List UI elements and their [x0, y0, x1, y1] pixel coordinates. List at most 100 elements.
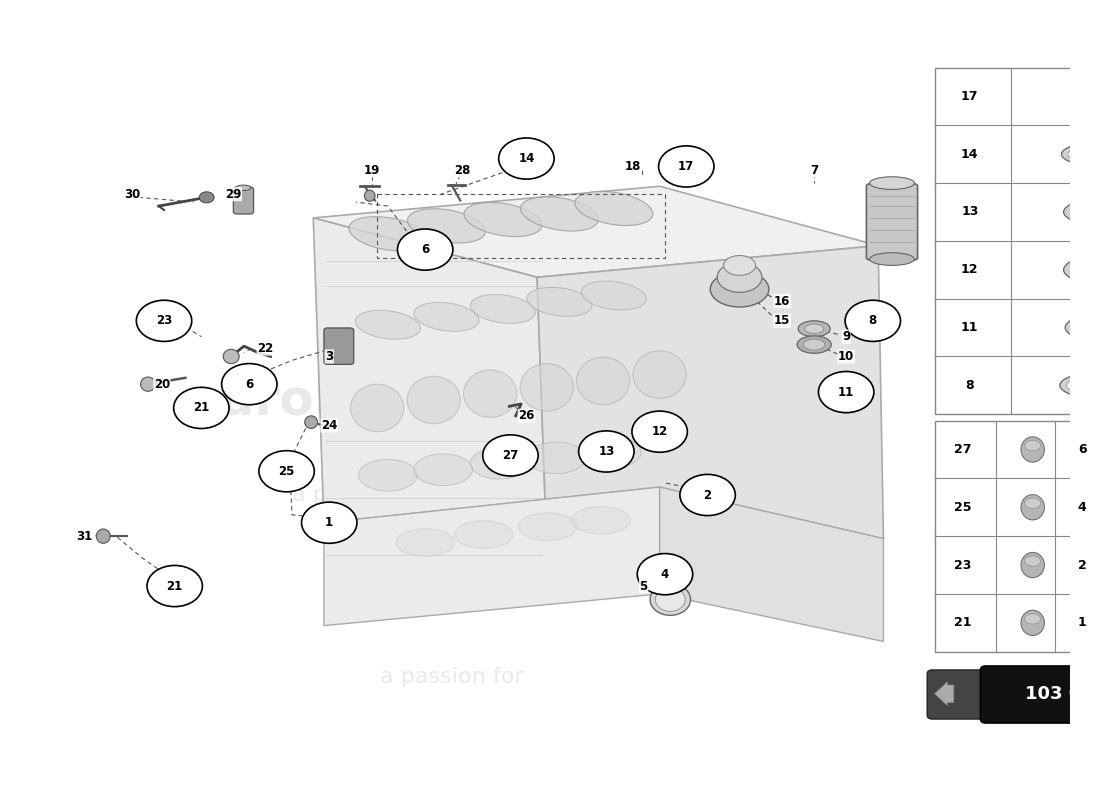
Circle shape	[174, 387, 229, 429]
Text: 12: 12	[961, 263, 979, 276]
Polygon shape	[314, 186, 878, 278]
Ellipse shape	[632, 351, 686, 398]
Ellipse shape	[518, 513, 578, 541]
Text: euroParts: euroParts	[186, 376, 462, 424]
Ellipse shape	[364, 190, 375, 202]
Ellipse shape	[454, 521, 513, 549]
Text: 4: 4	[661, 568, 669, 581]
Text: 28: 28	[454, 164, 471, 177]
Ellipse shape	[471, 294, 536, 323]
Text: 22: 22	[257, 342, 274, 355]
FancyBboxPatch shape	[935, 67, 1100, 414]
Text: 7: 7	[810, 164, 818, 177]
Ellipse shape	[798, 336, 832, 354]
Circle shape	[637, 554, 693, 594]
Ellipse shape	[1087, 82, 1100, 111]
Text: 14: 14	[518, 152, 535, 165]
Text: 21: 21	[194, 402, 209, 414]
Ellipse shape	[656, 588, 685, 611]
Ellipse shape	[1065, 314, 1100, 341]
Ellipse shape	[1062, 142, 1100, 166]
Ellipse shape	[1025, 614, 1041, 624]
Text: 26: 26	[518, 410, 535, 422]
Ellipse shape	[650, 584, 691, 615]
Ellipse shape	[572, 506, 630, 534]
FancyBboxPatch shape	[233, 187, 254, 214]
Ellipse shape	[355, 310, 420, 339]
Ellipse shape	[407, 376, 460, 424]
Text: 29: 29	[226, 188, 242, 201]
Ellipse shape	[1021, 494, 1044, 520]
Polygon shape	[660, 487, 883, 642]
Circle shape	[301, 502, 358, 543]
Ellipse shape	[1072, 259, 1100, 281]
Ellipse shape	[575, 191, 652, 226]
Ellipse shape	[581, 281, 647, 310]
Text: 12: 12	[651, 425, 668, 438]
Ellipse shape	[717, 262, 762, 292]
Text: 11: 11	[961, 321, 979, 334]
Ellipse shape	[527, 287, 592, 316]
Text: 31: 31	[76, 530, 92, 542]
Text: 23: 23	[156, 314, 173, 327]
Ellipse shape	[471, 447, 529, 479]
Ellipse shape	[576, 358, 630, 405]
Ellipse shape	[463, 370, 517, 418]
Ellipse shape	[223, 350, 239, 363]
FancyBboxPatch shape	[927, 670, 989, 719]
Ellipse shape	[359, 459, 417, 491]
Text: 27: 27	[954, 443, 971, 456]
Ellipse shape	[520, 363, 573, 411]
Circle shape	[397, 229, 453, 270]
Text: 11: 11	[838, 386, 855, 398]
Polygon shape	[323, 487, 660, 626]
FancyBboxPatch shape	[867, 184, 917, 260]
Circle shape	[659, 146, 714, 187]
Text: 25: 25	[954, 501, 971, 514]
Ellipse shape	[804, 324, 824, 334]
Text: 21: 21	[954, 616, 971, 630]
Text: 21: 21	[166, 579, 183, 593]
Text: 24: 24	[321, 419, 338, 432]
Ellipse shape	[141, 377, 155, 391]
Circle shape	[631, 411, 688, 452]
Text: 14: 14	[961, 148, 979, 161]
Text: 19: 19	[364, 164, 381, 177]
Text: 103 02: 103 02	[1025, 686, 1093, 703]
Ellipse shape	[236, 185, 251, 190]
FancyBboxPatch shape	[935, 421, 1100, 652]
Text: 6: 6	[245, 378, 253, 390]
Circle shape	[136, 300, 191, 342]
Ellipse shape	[97, 529, 110, 543]
Ellipse shape	[724, 255, 756, 275]
Ellipse shape	[520, 197, 598, 231]
Ellipse shape	[1021, 437, 1044, 462]
Text: 17: 17	[961, 90, 979, 103]
Ellipse shape	[1068, 145, 1100, 164]
Ellipse shape	[305, 416, 318, 429]
FancyArrow shape	[935, 682, 954, 706]
Circle shape	[147, 566, 202, 606]
Text: 2: 2	[1078, 558, 1087, 571]
Circle shape	[818, 371, 873, 413]
Circle shape	[221, 363, 277, 405]
Text: a passion for: a passion for	[379, 667, 524, 687]
Ellipse shape	[870, 177, 914, 190]
Text: 13: 13	[598, 445, 615, 458]
Circle shape	[483, 435, 538, 476]
Text: 2: 2	[704, 489, 712, 502]
FancyBboxPatch shape	[323, 328, 354, 364]
Text: 17: 17	[679, 160, 694, 173]
Ellipse shape	[1090, 86, 1100, 98]
Polygon shape	[314, 218, 548, 574]
Ellipse shape	[1021, 610, 1044, 635]
Text: 4: 4	[1078, 501, 1087, 514]
Ellipse shape	[1025, 440, 1041, 450]
Ellipse shape	[527, 442, 585, 474]
Text: 9: 9	[842, 330, 850, 343]
Text: 27: 27	[503, 449, 518, 462]
Text: 1: 1	[1078, 616, 1087, 630]
Text: 16: 16	[774, 294, 791, 307]
Ellipse shape	[349, 217, 427, 251]
Ellipse shape	[464, 202, 542, 237]
